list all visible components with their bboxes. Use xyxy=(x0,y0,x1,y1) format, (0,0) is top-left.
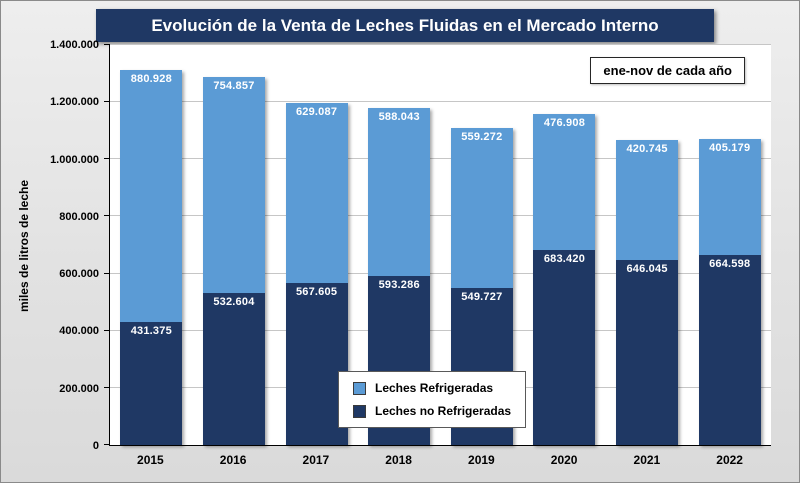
annotation-box: ene-nov de cada año xyxy=(590,57,745,84)
bar-2015: 880.928 431.375 xyxy=(120,45,183,445)
bar-value-label: 559.272 xyxy=(461,131,503,144)
bar-segment: 629.087 xyxy=(285,103,348,283)
bar-value-label: 476.908 xyxy=(543,116,586,129)
bar-value-label: 646.045 xyxy=(626,263,668,276)
legend-swatch xyxy=(353,404,366,418)
gridline xyxy=(110,329,771,331)
bar-value-label: 880.928 xyxy=(130,73,172,86)
bar-segment: 532.604 xyxy=(202,292,265,445)
gridline xyxy=(110,101,771,103)
bar-segment: 646.045 xyxy=(616,260,679,445)
bar-segment: 880.928 xyxy=(120,70,183,322)
bar-value-label: 754.857 xyxy=(213,80,255,93)
chart-title: Evolución de la Venta de Leches Fluidas … xyxy=(96,9,714,42)
bar-slot: 754.857 532.604 xyxy=(193,45,276,445)
y-tick-label: 800.000 xyxy=(59,210,99,223)
bar-segment: 431.375 xyxy=(120,321,183,445)
legend-item: Leches Refrigeradas xyxy=(353,381,511,395)
bar-segment: 588.043 xyxy=(368,107,431,276)
legend: Leches Refrigeradas Leches no Refrigerada… xyxy=(338,371,527,428)
y-tick-mark xyxy=(104,101,110,103)
bar-value-label: 420.745 xyxy=(626,143,668,156)
bar-slot: 629.087 567.605 xyxy=(275,45,358,445)
bar-segment: 405.179 xyxy=(698,139,761,256)
x-tick-label: 2020 xyxy=(550,453,578,467)
bar-slot: 420.745 646.045 xyxy=(606,45,689,445)
bar-value-label: 431.375 xyxy=(130,324,172,337)
legend-label: Leches no Refrigeradas xyxy=(375,404,512,418)
y-tick-label: 600.000 xyxy=(59,268,99,281)
y-tick-label: 400.000 xyxy=(59,325,99,338)
legend-swatch xyxy=(353,381,366,395)
bar-2021: 420.745 646.045 xyxy=(616,45,679,445)
y-tick-mark xyxy=(104,444,110,445)
gridline xyxy=(110,158,771,160)
x-axis-labels: 2015 2016 2017 2018 2019 2020 2021 2022 xyxy=(109,453,771,467)
bar-value-label: 532.604 xyxy=(213,295,255,308)
y-tick-mark xyxy=(104,386,110,388)
bar-2017: 629.087 567.605 xyxy=(285,45,348,445)
legend-label: Leches Refrigeradas xyxy=(375,381,494,395)
bar-2020: 476.908 683.420 xyxy=(533,45,596,445)
gridline xyxy=(110,215,771,217)
y-tick-mark xyxy=(104,44,110,45)
legend-item: Leches no Refrigeradas xyxy=(353,404,511,418)
gridline xyxy=(110,44,771,45)
x-tick-label: 2018 xyxy=(385,453,412,467)
bar-slot: 476.908 683.420 xyxy=(523,45,606,445)
y-tick-mark xyxy=(104,158,110,160)
x-tick-label: 2022 xyxy=(716,453,743,467)
plot-area: 880.928 431.375 754.857 532.604 629.087 567.6… xyxy=(104,44,771,446)
bar-value-label: 629.087 xyxy=(295,106,338,119)
gridline xyxy=(110,272,771,274)
bar-segment: 559.272 xyxy=(450,128,513,288)
bar-2022: 405.179 664.598 xyxy=(698,45,761,445)
x-tick-label: 2017 xyxy=(302,453,330,467)
x-tick-label: 2019 xyxy=(468,453,495,467)
y-tick-mark xyxy=(104,329,110,331)
bar-segment: 476.908 xyxy=(533,113,596,250)
x-tick-label: 2016 xyxy=(219,453,247,467)
bar-segment: 754.857 xyxy=(202,77,265,293)
bar-value-label: 567.605 xyxy=(295,285,338,298)
bar-value-label: 593.286 xyxy=(378,278,420,291)
y-tick-label: 1.200.000 xyxy=(50,96,99,109)
x-tick-label: 2015 xyxy=(137,453,164,467)
bar-slot: 880.928 431.375 xyxy=(110,45,193,445)
bar-value-label: 405.179 xyxy=(709,142,751,155)
bar-value-label: 664.598 xyxy=(709,258,751,271)
y-tick-label: 1.400.000 xyxy=(50,39,99,51)
bar-slot: 405.179 664.598 xyxy=(688,45,771,445)
y-tick-label: 0 xyxy=(92,440,99,452)
bar-2016: 754.857 532.604 xyxy=(202,45,265,445)
y-tick-mark xyxy=(104,272,110,274)
y-axis-ticks: 0 200.000 400.000 600.000 800.000 1.000.000 1.… xyxy=(1,39,103,452)
x-tick-label: 2021 xyxy=(633,453,661,467)
bar-value-label: 549.727 xyxy=(461,290,503,303)
y-tick-mark xyxy=(104,215,110,217)
y-tick-label: 1.000.000 xyxy=(50,153,99,166)
bar-segment: 683.420 xyxy=(533,249,596,445)
bar-value-label: 683.420 xyxy=(543,252,586,265)
y-tick-label: 200.000 xyxy=(59,382,99,395)
bar-segment: 420.745 xyxy=(616,140,679,261)
bar-segment: 567.605 xyxy=(285,282,348,445)
bar-segment: 664.598 xyxy=(698,255,761,445)
bar-value-label: 588.043 xyxy=(378,110,420,123)
